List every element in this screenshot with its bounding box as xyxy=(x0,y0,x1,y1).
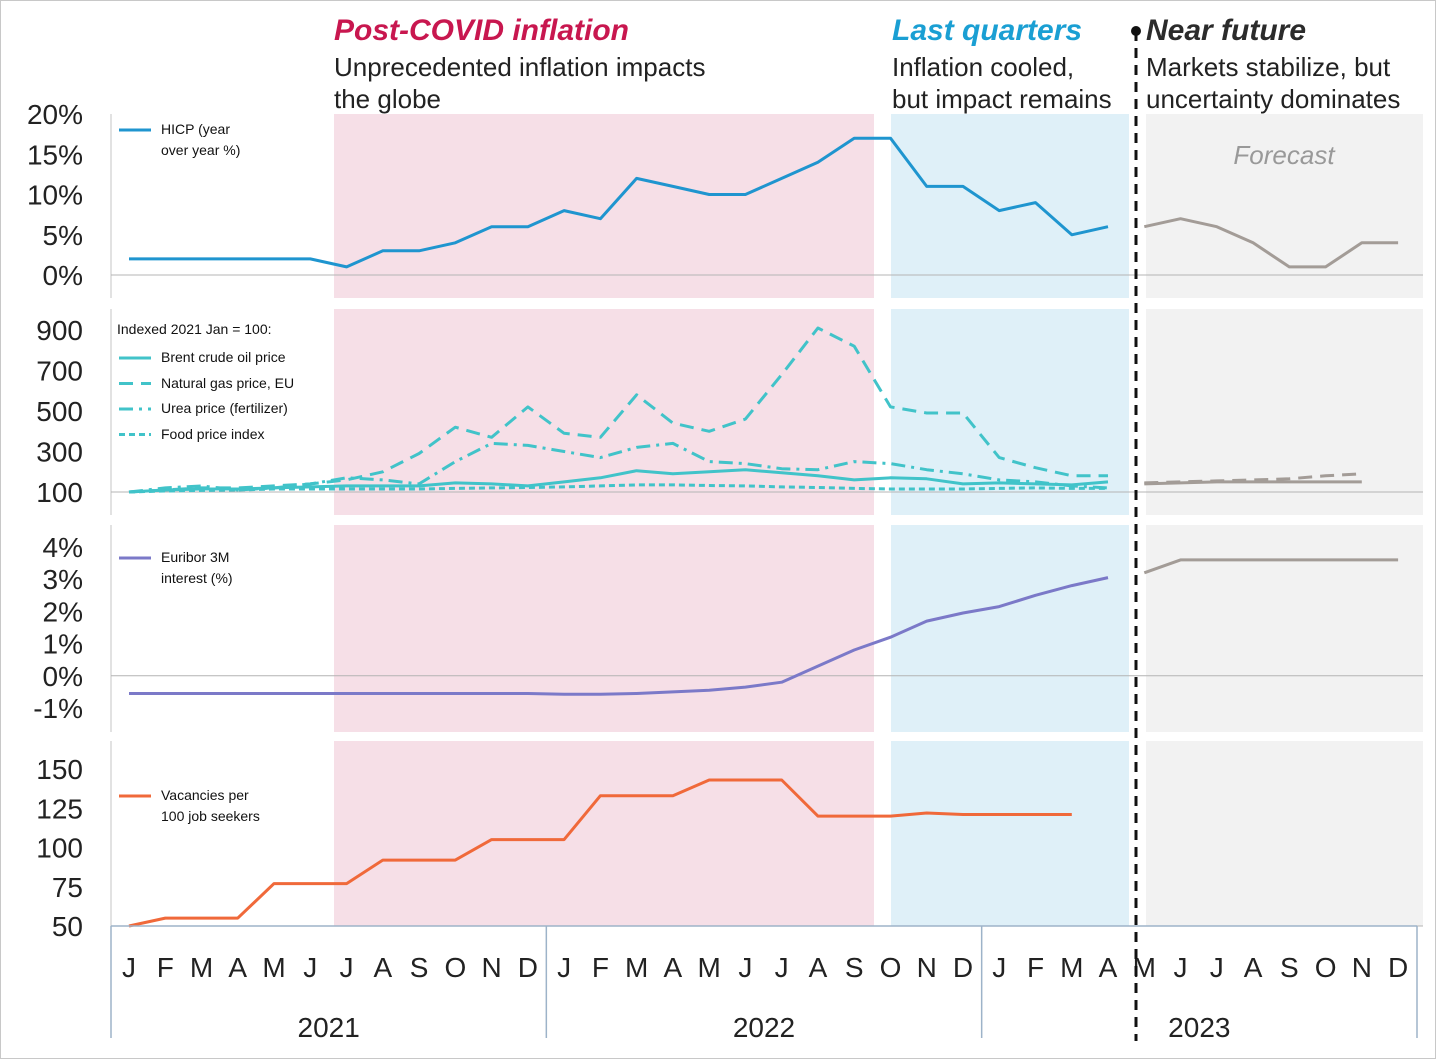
legend-title: Indexed 2021 Jan = 100: xyxy=(117,321,272,337)
legend-label: Brent crude oil price xyxy=(161,349,286,365)
y-tick-label: 150 xyxy=(36,754,83,785)
y-tick-label: 75 xyxy=(52,872,83,903)
series-line xyxy=(1144,472,1362,485)
y-tick-label: -1% xyxy=(33,693,83,724)
section-title: Near future xyxy=(1146,14,1307,47)
y-tick-label: 50 xyxy=(52,911,83,942)
y-tick-label: 500 xyxy=(36,396,83,427)
y-tick-label: 0% xyxy=(43,661,83,692)
x-tick-label: A xyxy=(809,952,828,983)
y-tick-label: 900 xyxy=(36,315,83,346)
x-tick-label: J xyxy=(775,952,789,983)
x-tick-label: O xyxy=(880,952,902,983)
y-tick-label: 4% xyxy=(43,532,83,563)
period-band xyxy=(1146,741,1423,926)
y-tick-label: 10% xyxy=(27,180,83,211)
section-title: Last quarters xyxy=(892,14,1083,47)
x-tick-label: F xyxy=(157,952,174,983)
legend-label: Urea price (fertilizer) xyxy=(161,400,288,416)
x-tick-label: A xyxy=(373,952,392,983)
y-tick-label: 700 xyxy=(36,356,83,387)
period-band xyxy=(334,309,874,515)
x-tick-label: M xyxy=(625,952,648,983)
section-subtitle: Inflation cooled, but impact remains xyxy=(892,52,1112,114)
series-line xyxy=(128,468,1109,494)
x-tick-label: S xyxy=(1280,952,1299,983)
x-tick-label: J xyxy=(303,952,317,983)
x-tick-label: J xyxy=(1174,952,1188,983)
x-tick-label: A xyxy=(664,952,683,983)
series-line xyxy=(128,778,1072,928)
x-tick-label: M xyxy=(190,952,213,983)
series-line xyxy=(128,483,1108,494)
year-label: 2021 xyxy=(298,1012,360,1043)
period-band xyxy=(334,525,874,732)
x-tick-label: J xyxy=(557,952,571,983)
annotation: Forecast xyxy=(1233,140,1336,170)
series-line xyxy=(129,136,1109,269)
x-tick-label: S xyxy=(845,952,864,983)
period-band xyxy=(334,741,874,926)
x-tick-label: M xyxy=(697,952,720,983)
year-label: 2023 xyxy=(1168,1012,1230,1043)
x-tick-label: J xyxy=(340,952,354,983)
x-tick-label: J xyxy=(738,952,752,983)
x-tick-label: O xyxy=(1315,952,1337,983)
section-title: Post-COVID inflation xyxy=(334,14,629,47)
series-line xyxy=(129,576,1109,696)
series-line xyxy=(128,441,1109,494)
x-tick-label: N xyxy=(917,952,937,983)
y-tick-label: 2% xyxy=(43,596,83,627)
x-tick-label: O xyxy=(444,952,466,983)
x-tick-label: D xyxy=(953,952,973,983)
legend-label: Natural gas price, EU xyxy=(161,374,295,391)
series-line xyxy=(1144,480,1362,486)
legend-label: Euribor 3M interest (%) xyxy=(161,549,233,586)
now-marker xyxy=(1131,26,1141,36)
period-band xyxy=(1146,114,1423,298)
x-tick-label: A xyxy=(228,952,247,983)
x-tick-label: F xyxy=(1027,952,1044,983)
series-line xyxy=(1143,558,1399,575)
x-tick-label: M xyxy=(1133,952,1156,983)
period-band xyxy=(334,114,874,298)
y-tick-label: 300 xyxy=(36,437,83,468)
y-tick-label: 20% xyxy=(27,99,83,130)
x-tick-label: N xyxy=(481,952,501,983)
y-tick-label: 5% xyxy=(43,220,83,251)
x-tick-label: A xyxy=(1244,952,1263,983)
x-tick-label: J xyxy=(1210,952,1224,983)
x-tick-label: F xyxy=(592,952,609,983)
period-band xyxy=(891,525,1129,732)
y-tick-label: 125 xyxy=(36,793,83,824)
x-tick-label: M xyxy=(262,952,285,983)
legend-label: Food price index xyxy=(161,425,265,442)
section-subtitle: Unprecedented inflation impacts the glob… xyxy=(334,52,706,114)
x-tick-label: A xyxy=(1099,952,1118,983)
series-line xyxy=(1143,217,1399,269)
series-line xyxy=(128,326,1108,494)
x-tick-label: D xyxy=(518,952,538,983)
legend-label: HICP (year over year %) xyxy=(161,121,241,158)
legend-label: Vacancies per 100 job seekers xyxy=(161,787,260,824)
y-tick-label: 100 xyxy=(36,833,83,864)
year-label: 2022 xyxy=(733,1012,795,1043)
x-tick-label: J xyxy=(992,952,1006,983)
y-tick-label: 3% xyxy=(43,564,83,595)
period-band xyxy=(891,114,1129,298)
x-tick-label: J xyxy=(122,952,136,983)
period-band xyxy=(1146,525,1423,732)
y-tick-label: 0% xyxy=(43,260,83,291)
x-tick-label: M xyxy=(1060,952,1083,983)
x-tick-label: S xyxy=(410,952,429,983)
y-tick-label: 15% xyxy=(27,139,83,170)
y-tick-label: 100 xyxy=(36,477,83,508)
y-tick-label: 1% xyxy=(43,629,83,660)
x-tick-label: D xyxy=(1388,952,1408,983)
x-tick-label: N xyxy=(1352,952,1372,983)
period-band xyxy=(891,741,1129,926)
section-subtitle: Markets stabilize, but uncertainty domin… xyxy=(1146,52,1401,114)
